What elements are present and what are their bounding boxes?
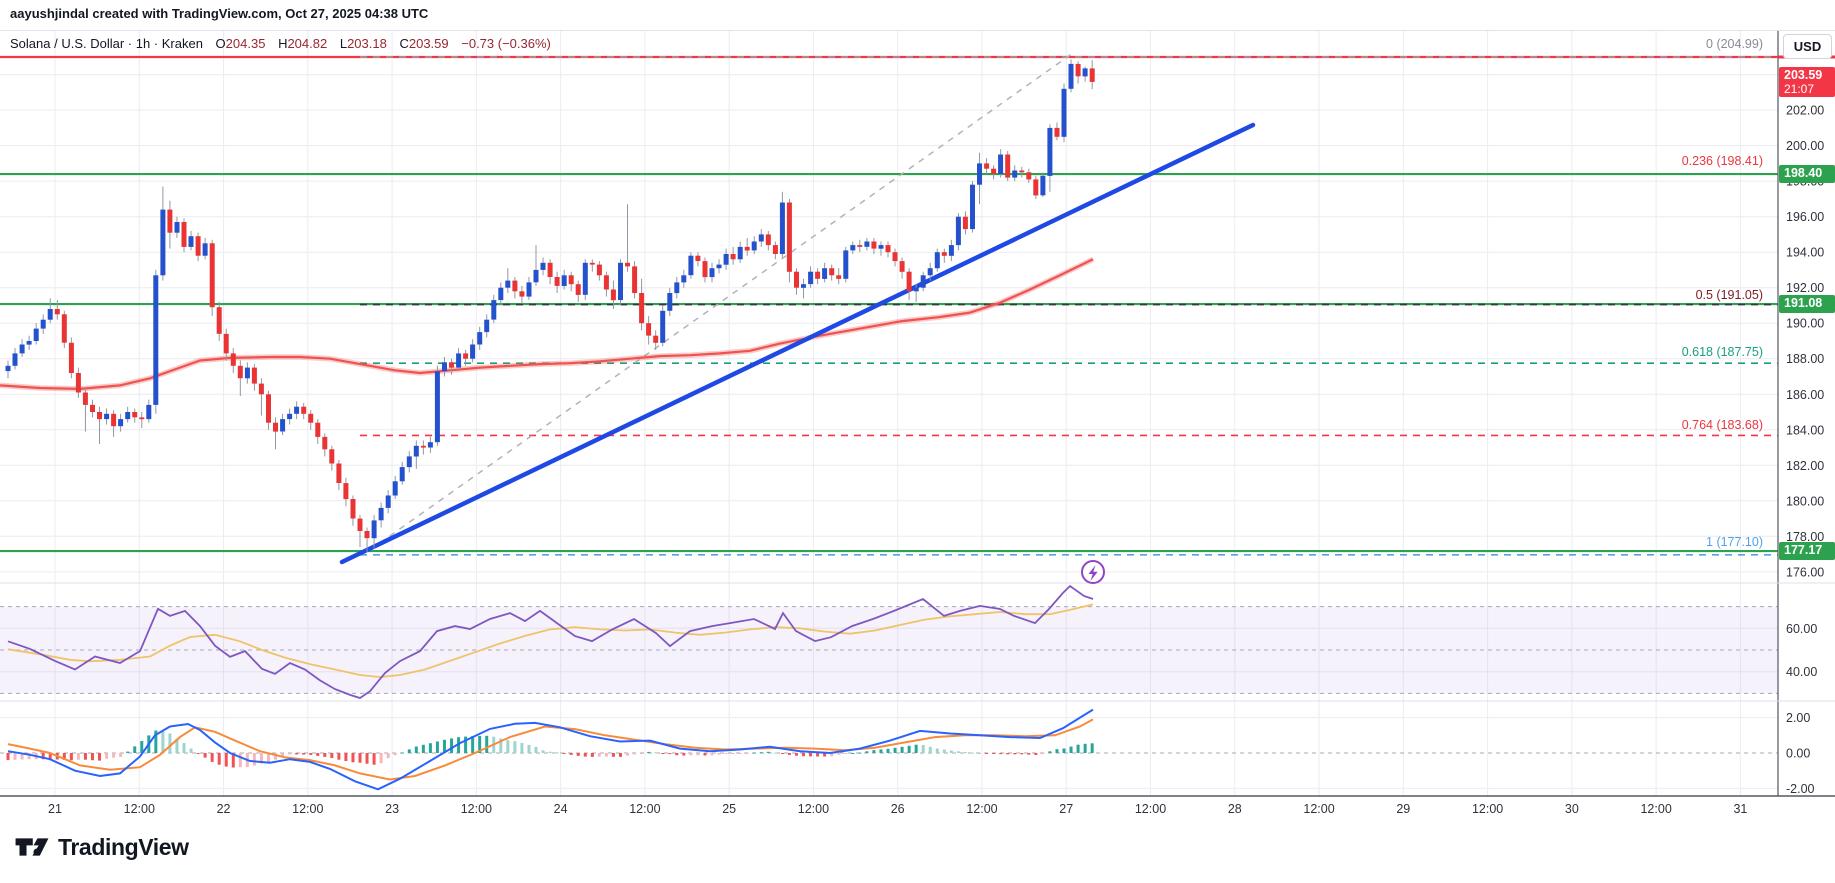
- svg-text:12:00: 12:00: [1135, 802, 1166, 816]
- svg-text:12:00: 12:00: [629, 802, 660, 816]
- footer: TradingView: [0, 818, 1835, 883]
- svg-text:2.00: 2.00: [1786, 711, 1810, 725]
- svg-text:12:00: 12:00: [1640, 802, 1671, 816]
- svg-text:30: 30: [1565, 802, 1579, 816]
- svg-text:26: 26: [891, 802, 905, 816]
- candles[interactable]: [5, 59, 1095, 553]
- svg-text:25: 25: [722, 802, 736, 816]
- svg-text:12:00: 12:00: [966, 802, 997, 816]
- svg-text:202.00: 202.00: [1786, 104, 1824, 118]
- svg-text:186.00: 186.00: [1786, 388, 1824, 402]
- rsi-band: [0, 606, 1778, 694]
- level-badge: 177.17: [1779, 542, 1835, 561]
- svg-text:12:00: 12:00: [124, 802, 155, 816]
- svg-text:176.00: 176.00: [1786, 565, 1824, 579]
- tradingview-logo-icon: [15, 838, 49, 856]
- svg-text:196.00: 196.00: [1786, 210, 1824, 224]
- fib-level-label[interactable]: 0 (204.99): [1706, 37, 1763, 51]
- currency-button[interactable]: USD: [1783, 34, 1832, 59]
- svg-text:23: 23: [385, 802, 399, 816]
- tradingview-logo-text: TradingView: [58, 833, 189, 860]
- ohlc-close-key: C: [399, 36, 409, 51]
- last-price-badge: 203.59 21:07: [1779, 66, 1835, 97]
- gray-dashed-trendline[interactable]: [369, 52, 1074, 551]
- bar-countdown: 21:07: [1784, 81, 1815, 96]
- svg-text:-2.00: -2.00: [1786, 782, 1815, 796]
- ohlc-high-value: 204.82: [287, 36, 328, 51]
- ohlc-open-value: 204.35: [225, 36, 266, 51]
- ohlc-low-key: L: [339, 36, 348, 51]
- svg-text:182.00: 182.00: [1786, 459, 1824, 473]
- symbol-title[interactable]: Solana / U.S. Dollar · 1h · Kraken: [10, 36, 203, 51]
- fib-level-label[interactable]: 0.236 (198.41): [1681, 154, 1763, 168]
- svg-text:178.00: 178.00: [1786, 530, 1824, 544]
- rsi-pane[interactable]: [7, 584, 1094, 699]
- svg-text:24: 24: [554, 802, 568, 816]
- svg-text:192.00: 192.00: [1786, 281, 1824, 295]
- price-change: −0.73 (−0.36%): [461, 36, 551, 51]
- svg-text:190.00: 190.00: [1786, 317, 1824, 331]
- svg-text:22: 22: [217, 802, 231, 816]
- chart-canvas[interactable]: 204.00202.00200.00198.00196.00194.00192.…: [0, 31, 1835, 819]
- ohlc-low-value: 203.18: [347, 36, 387, 51]
- ohlc-close-value: 203.59: [408, 36, 449, 51]
- fib-level-label[interactable]: 0.618 (187.75): [1681, 345, 1763, 359]
- svg-text:12:00: 12:00: [1472, 802, 1503, 816]
- svg-text:194.00: 194.00: [1786, 246, 1824, 260]
- svg-text:21: 21: [48, 802, 62, 816]
- chart-area[interactable]: 204.00202.00200.00198.00196.00194.00192.…: [0, 30, 1835, 820]
- price-levels: [0, 55, 1778, 556]
- ohlc-high-key: H: [278, 36, 288, 51]
- attribution-bar: aayushjindal created with TradingView.co…: [0, 0, 1835, 30]
- svg-text:200.00: 200.00: [1786, 139, 1824, 153]
- fib-level-label[interactable]: 0.764 (183.68): [1681, 418, 1763, 432]
- svg-text:12:00: 12:00: [292, 802, 323, 816]
- lightning-marker[interactable]: [1081, 560, 1105, 584]
- fib-level-label[interactable]: 1 (177.10): [1706, 535, 1763, 549]
- svg-text:31: 31: [1733, 802, 1747, 816]
- blue-trendline[interactable]: [339, 122, 1256, 565]
- attribution-text: aayushjindal created with TradingView.co…: [10, 6, 429, 21]
- svg-text:188.00: 188.00: [1786, 352, 1824, 366]
- svg-text:40.00: 40.00: [1786, 665, 1817, 679]
- svg-text:12:00: 12:00: [798, 802, 829, 816]
- level-badge: 198.40: [1779, 165, 1835, 184]
- level-badge: 191.08: [1779, 295, 1835, 314]
- svg-text:28: 28: [1228, 802, 1242, 816]
- time-axis[interactable]: 21 12:00 22 12:00 23 12:00 24 12:00 25 12:00 26 12:…: [48, 802, 1747, 816]
- svg-text:180.00: 180.00: [1786, 494, 1824, 508]
- svg-text:27: 27: [1059, 802, 1073, 816]
- svg-text:184.00: 184.00: [1786, 423, 1824, 437]
- symbol-header[interactable]: Solana / U.S. Dollar · 1h · Kraken O204.…: [10, 36, 551, 51]
- fib-level-label[interactable]: 0.5 (191.05): [1695, 288, 1763, 302]
- svg-text:0.00: 0.00: [1786, 747, 1810, 761]
- last-price-value: 203.59: [1784, 67, 1823, 82]
- svg-text:12:00: 12:00: [461, 802, 492, 816]
- svg-text:12:00: 12:00: [1303, 802, 1334, 816]
- moving-average-line[interactable]: [0, 256, 1095, 392]
- macd-pane[interactable]: [6, 708, 1094, 791]
- tradingview-logo[interactable]: TradingView: [14, 832, 189, 862]
- ohlc-open-key: O: [215, 36, 226, 51]
- gridlines: [0, 31, 1778, 796]
- svg-text:60.00: 60.00: [1786, 622, 1817, 636]
- price-axis[interactable]: 204.00202.00200.00198.00196.00194.00192.…: [1786, 68, 1824, 796]
- svg-text:29: 29: [1396, 802, 1410, 816]
